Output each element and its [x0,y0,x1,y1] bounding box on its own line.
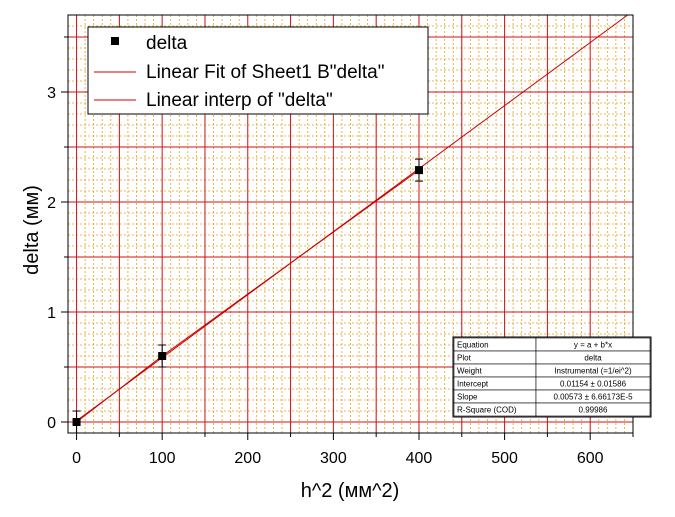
stats-label: Intercept [457,380,489,389]
x-axis-label: h^2 (мм^2) [301,480,400,502]
legend-marker-delta [111,37,119,45]
stats-value: 0.00573 ± 6.66173E-5 [553,393,633,402]
plot-frame [67,14,634,434]
y-tick-label: 3 [47,85,56,102]
x-tick-label: 500 [491,450,518,467]
axis-ticks: 0 100 200 300 400 500 600 0 1 2 3 [47,36,634,467]
y-axis-label: delta (мм) [21,185,43,275]
fit-line [76,14,628,422]
legend-label-delta: delta [146,33,188,54]
stats-label: R-Square (COD) [457,406,517,415]
data-point [414,166,423,175]
y-tick-label: 2 [47,195,56,212]
stats-label: Slope [457,393,478,402]
stats-value: y = a + b*x [574,341,612,350]
stats-label: Equation [457,341,489,350]
stats-value-cell [535,402,651,417]
legend-label-fit: Linear Fit of Sheet1 B"delta" [146,62,384,83]
legend-box [87,26,429,115]
x-tick-label: 200 [234,450,261,467]
y-tick-label: 1 [47,305,56,322]
x-tick-label: 300 [320,450,347,467]
y-tick-label: 0 [47,415,56,432]
x-tick-label: 600 [577,450,604,467]
fit-stats-table: Equation y = a + b*x Plot delta Weight Instru… [452,336,652,418]
x-tick-label: 0 [72,450,81,467]
legend: delta Linear Fit of Sheet1 B"delta" Line… [87,26,429,115]
stats-value: 0.99986 [579,406,608,415]
stats-value: 0.01154 ± 0.01586 [560,380,627,389]
data-point [158,352,167,360]
x-tick-label: 400 [406,450,433,467]
stats-value: Instrumental (=1/ei^2) [554,367,632,376]
x-tick-label: 100 [149,450,176,467]
legend-label-interp: Linear interp of "delta" [146,90,333,111]
stats-label: Weight [457,367,483,376]
stats-label: Plot [457,354,472,363]
data-point [72,418,81,426]
series-points [72,158,423,434]
stats-value: delta [584,354,602,363]
